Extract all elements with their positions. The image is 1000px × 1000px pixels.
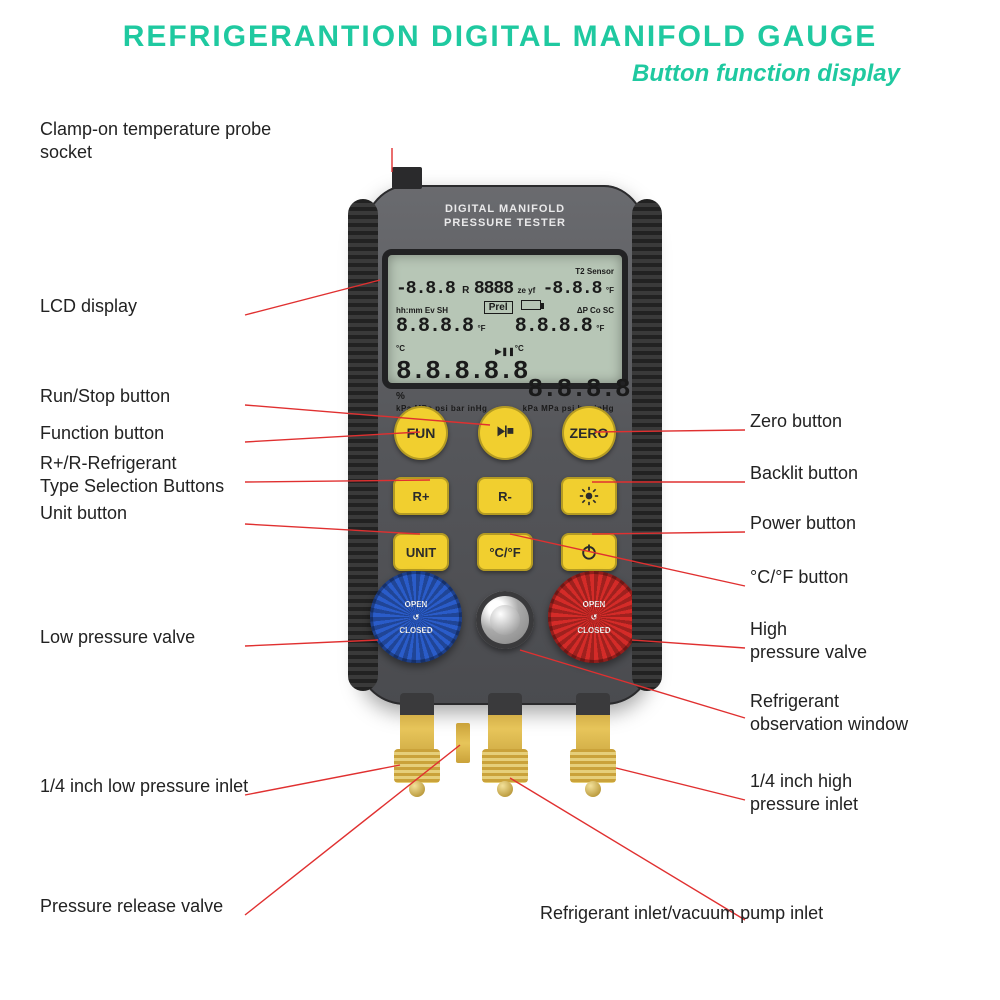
callout-label: R+/R-Refrigerant Type Selection Buttons bbox=[40, 452, 300, 497]
button-pad: FUN ZERO R+ R- UNIT °C/°F bbox=[388, 403, 622, 575]
refrigerant-inlet bbox=[488, 693, 522, 783]
backlight-icon bbox=[579, 486, 599, 506]
lcd-top-left-seg: -8.8.8 bbox=[396, 279, 455, 299]
fun-button[interactable]: FUN bbox=[394, 406, 448, 460]
high-pressure-inlet bbox=[576, 693, 610, 783]
r-minus-button[interactable]: R- bbox=[477, 477, 533, 515]
lcd-top-right-seg: -8.8.8 bbox=[543, 279, 602, 299]
probe-socket bbox=[392, 167, 422, 189]
lcd-right-small-label: ΔP Co SC bbox=[577, 306, 614, 315]
device-header: DIGITAL MANIFOLD PRESSURE TESTER bbox=[360, 203, 650, 231]
page-subtitle: Button function display bbox=[632, 60, 900, 88]
page-title: REFRIGERANTION DIGITAL MANIFOLD GAUGE bbox=[0, 20, 1000, 54]
lcd-r-label: R bbox=[462, 285, 469, 296]
callout-label: Refrigerant observation window bbox=[750, 690, 980, 735]
run-stop-button[interactable] bbox=[478, 406, 532, 460]
lcd-play-pause: ▶❚❚ bbox=[495, 347, 515, 356]
callout-label: 1/4 inch high pressure inlet bbox=[750, 770, 980, 815]
observation-window bbox=[476, 591, 534, 649]
backlight-button[interactable] bbox=[561, 477, 617, 515]
low-pressure-inlet bbox=[400, 693, 434, 783]
callout-label: Unit button bbox=[40, 502, 300, 525]
callout-label: Refrigerant inlet/vacuum pump inlet bbox=[540, 902, 960, 925]
callout-label: LCD display bbox=[40, 295, 300, 318]
device-header-line2: PRESSURE TESTER bbox=[360, 217, 650, 231]
power-icon bbox=[579, 542, 599, 562]
callout-label: Run/Stop button bbox=[40, 385, 300, 408]
callout-label: 1/4 inch low pressure inlet bbox=[40, 775, 300, 798]
lcd-r-sup: ze yf bbox=[518, 287, 536, 294]
callout-label: Low pressure valve bbox=[40, 626, 300, 649]
lcd-mid-right-seg: 8.8.8.8 bbox=[515, 315, 592, 338]
high-pressure-valve[interactable]: OPEN ↺ CLOSED bbox=[548, 571, 640, 663]
lcd-display: -8.8.8 R 8888 ze yf T2 Sensor -8.8.8 °F … bbox=[382, 249, 628, 389]
callout-label: Power button bbox=[750, 512, 980, 535]
pressure-release-valve bbox=[456, 723, 470, 763]
callout-label: Zero button bbox=[750, 410, 980, 433]
power-button[interactable] bbox=[561, 533, 617, 571]
callout-label: Backlit button bbox=[750, 462, 980, 485]
callout-label: Function button bbox=[40, 422, 300, 445]
device-body: DIGITAL MANIFOLD PRESSURE TESTER -8.8.8 … bbox=[360, 185, 650, 705]
lcd-hhmm-label: hh:mm Ev SH bbox=[396, 306, 448, 315]
callout-label: °C/°F button bbox=[750, 566, 980, 589]
lcd-big-right-seg: 8.8.8.8.8 bbox=[527, 374, 658, 404]
lcd-prel-label: Prel bbox=[484, 301, 513, 314]
callout-label: Pressure release valve bbox=[40, 895, 300, 918]
callout-label: High pressure valve bbox=[750, 618, 980, 663]
callout-label: Clamp-on temperature probe socket bbox=[40, 118, 300, 163]
c-f-button[interactable]: °C/°F bbox=[477, 533, 533, 571]
lcd-r-seg: 8888 bbox=[474, 279, 513, 299]
r-plus-button[interactable]: R+ bbox=[393, 477, 449, 515]
lcd-top-right-unit: °F bbox=[606, 286, 614, 295]
zero-button[interactable]: ZERO bbox=[562, 406, 616, 460]
play-stop-icon bbox=[495, 423, 515, 443]
lcd-battery-icon bbox=[521, 300, 541, 310]
unit-button[interactable]: UNIT bbox=[393, 533, 449, 571]
lcd-mid-left-seg: 8.8.8.8 bbox=[396, 315, 473, 338]
device-header-line1: DIGITAL MANIFOLD bbox=[360, 203, 650, 217]
lcd-big-left-suffix: % bbox=[396, 391, 405, 402]
lcd-t2-label: T2 Sensor bbox=[575, 267, 614, 276]
low-pressure-valve[interactable]: OPEN ↺ CLOSED bbox=[370, 571, 462, 663]
lcd-big-left-seg: 8.8.8.8.8 bbox=[396, 356, 527, 386]
